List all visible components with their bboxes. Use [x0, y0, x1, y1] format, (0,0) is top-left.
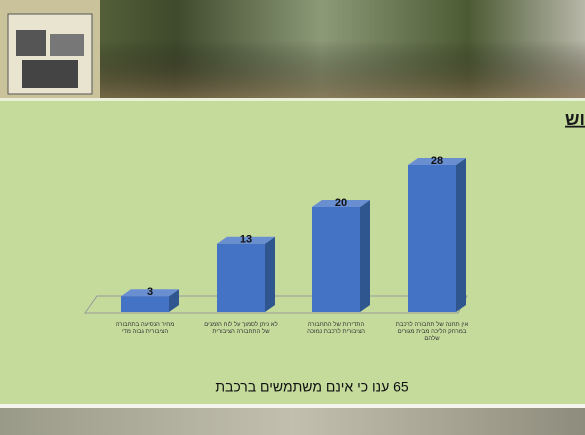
x-tick-label: התדירות של התחבורה הציבורית לרכבת נמוכה — [307, 322, 365, 335]
bar-side — [360, 200, 370, 312]
bar — [408, 165, 456, 312]
bar-side — [169, 289, 179, 312]
logo-photo — [50, 34, 84, 56]
divider — [0, 98, 585, 101]
bar — [121, 296, 169, 312]
data-label: 28 — [431, 155, 443, 167]
footer-photo — [0, 408, 585, 435]
data-label: 13 — [240, 234, 252, 246]
x-tick-label: מחיר הנסיעה בתחבורה הציבורית גבוה מדי — [115, 322, 175, 335]
bar-top — [408, 158, 466, 165]
logo-photo — [16, 30, 46, 56]
bar — [312, 207, 360, 312]
bar-top — [217, 236, 275, 244]
bar-top — [312, 200, 370, 207]
x-tick-label: אין תחנה של תחבורה לרכבת במרחק הליכה מבי… — [395, 322, 469, 342]
data-label: 3 — [147, 286, 153, 298]
footer-line — [0, 404, 585, 408]
bar-top — [121, 289, 179, 297]
bar — [217, 243, 265, 312]
bar-side — [456, 158, 466, 312]
data-label: 20 — [335, 197, 347, 209]
logo-photo — [22, 60, 78, 88]
x-tick-label: לא ניתן לסמוך על לוח הזמנים של התחבורה ה… — [204, 322, 278, 335]
annotation: 65 ענו כי אינם משתמשים ברכבת — [215, 379, 409, 395]
bar-side — [265, 236, 275, 312]
chart-title: סיבה עיקרית לאי שימוש — [565, 109, 585, 129]
